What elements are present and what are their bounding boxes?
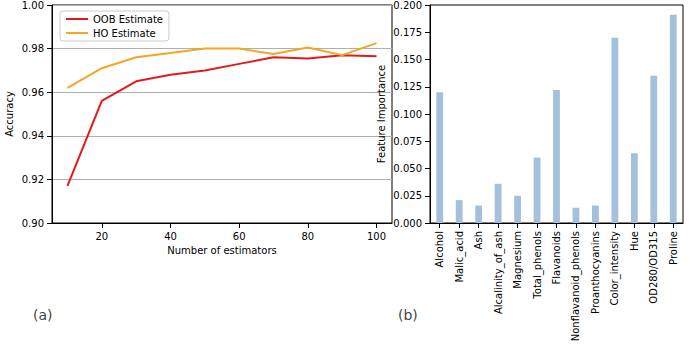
svg-text:Magnesium: Magnesium — [512, 231, 523, 289]
svg-text:Accuracy: Accuracy — [4, 91, 15, 137]
svg-text:Alcalinity_of_ash: Alcalinity_of_ash — [493, 231, 505, 314]
svg-text:0.100: 0.100 — [393, 109, 422, 120]
svg-text:Alcohol: Alcohol — [434, 231, 445, 267]
svg-text:0.175: 0.175 — [393, 27, 422, 38]
svg-text:Hue: Hue — [629, 231, 640, 251]
svg-text:0.050: 0.050 — [393, 163, 422, 174]
svg-text:Flavanoids: Flavanoids — [551, 231, 562, 285]
svg-text:0.200: 0.200 — [393, 0, 422, 11]
svg-text:0.94: 0.94 — [22, 130, 44, 141]
svg-text:(a): (a) — [33, 307, 53, 323]
svg-text:20: 20 — [95, 231, 108, 242]
svg-text:0.125: 0.125 — [393, 81, 422, 92]
svg-text:100: 100 — [367, 231, 386, 242]
svg-text:0.96: 0.96 — [22, 87, 44, 98]
svg-text:80: 80 — [301, 231, 314, 242]
svg-text:Feature Importance: Feature Importance — [376, 65, 387, 163]
svg-text:Nonflavanoid_phenols: Nonflavanoid_phenols — [570, 231, 582, 341]
svg-text:Malic_acid: Malic_acid — [454, 231, 466, 283]
svg-text:Number of estimators: Number of estimators — [167, 245, 276, 256]
svg-text:0.075: 0.075 — [393, 136, 422, 147]
svg-text:Proline: Proline — [668, 231, 679, 265]
svg-text:Total_phenols: Total_phenols — [532, 231, 544, 300]
svg-text:60: 60 — [233, 231, 246, 242]
svg-text:HO Estimate: HO Estimate — [93, 28, 156, 39]
svg-text:0.000: 0.000 — [393, 218, 422, 229]
svg-text:40: 40 — [164, 231, 177, 242]
svg-text:1.00: 1.00 — [22, 0, 44, 11]
svg-text:0.98: 0.98 — [22, 43, 44, 54]
svg-text:0.025: 0.025 — [393, 190, 422, 201]
svg-text:0.150: 0.150 — [393, 54, 422, 65]
svg-text:Color_intensity: Color_intensity — [609, 231, 621, 306]
svg-text:OD280/OD315: OD280/OD315 — [648, 231, 659, 304]
svg-text:Ash: Ash — [473, 231, 484, 249]
svg-text:0.92: 0.92 — [22, 174, 44, 185]
svg-text:Proanthocyanins: Proanthocyanins — [590, 231, 601, 314]
svg-text:OOB Estimate: OOB Estimate — [93, 14, 163, 25]
svg-text:0.90: 0.90 — [22, 218, 44, 229]
svg-text:(b): (b) — [398, 307, 418, 323]
